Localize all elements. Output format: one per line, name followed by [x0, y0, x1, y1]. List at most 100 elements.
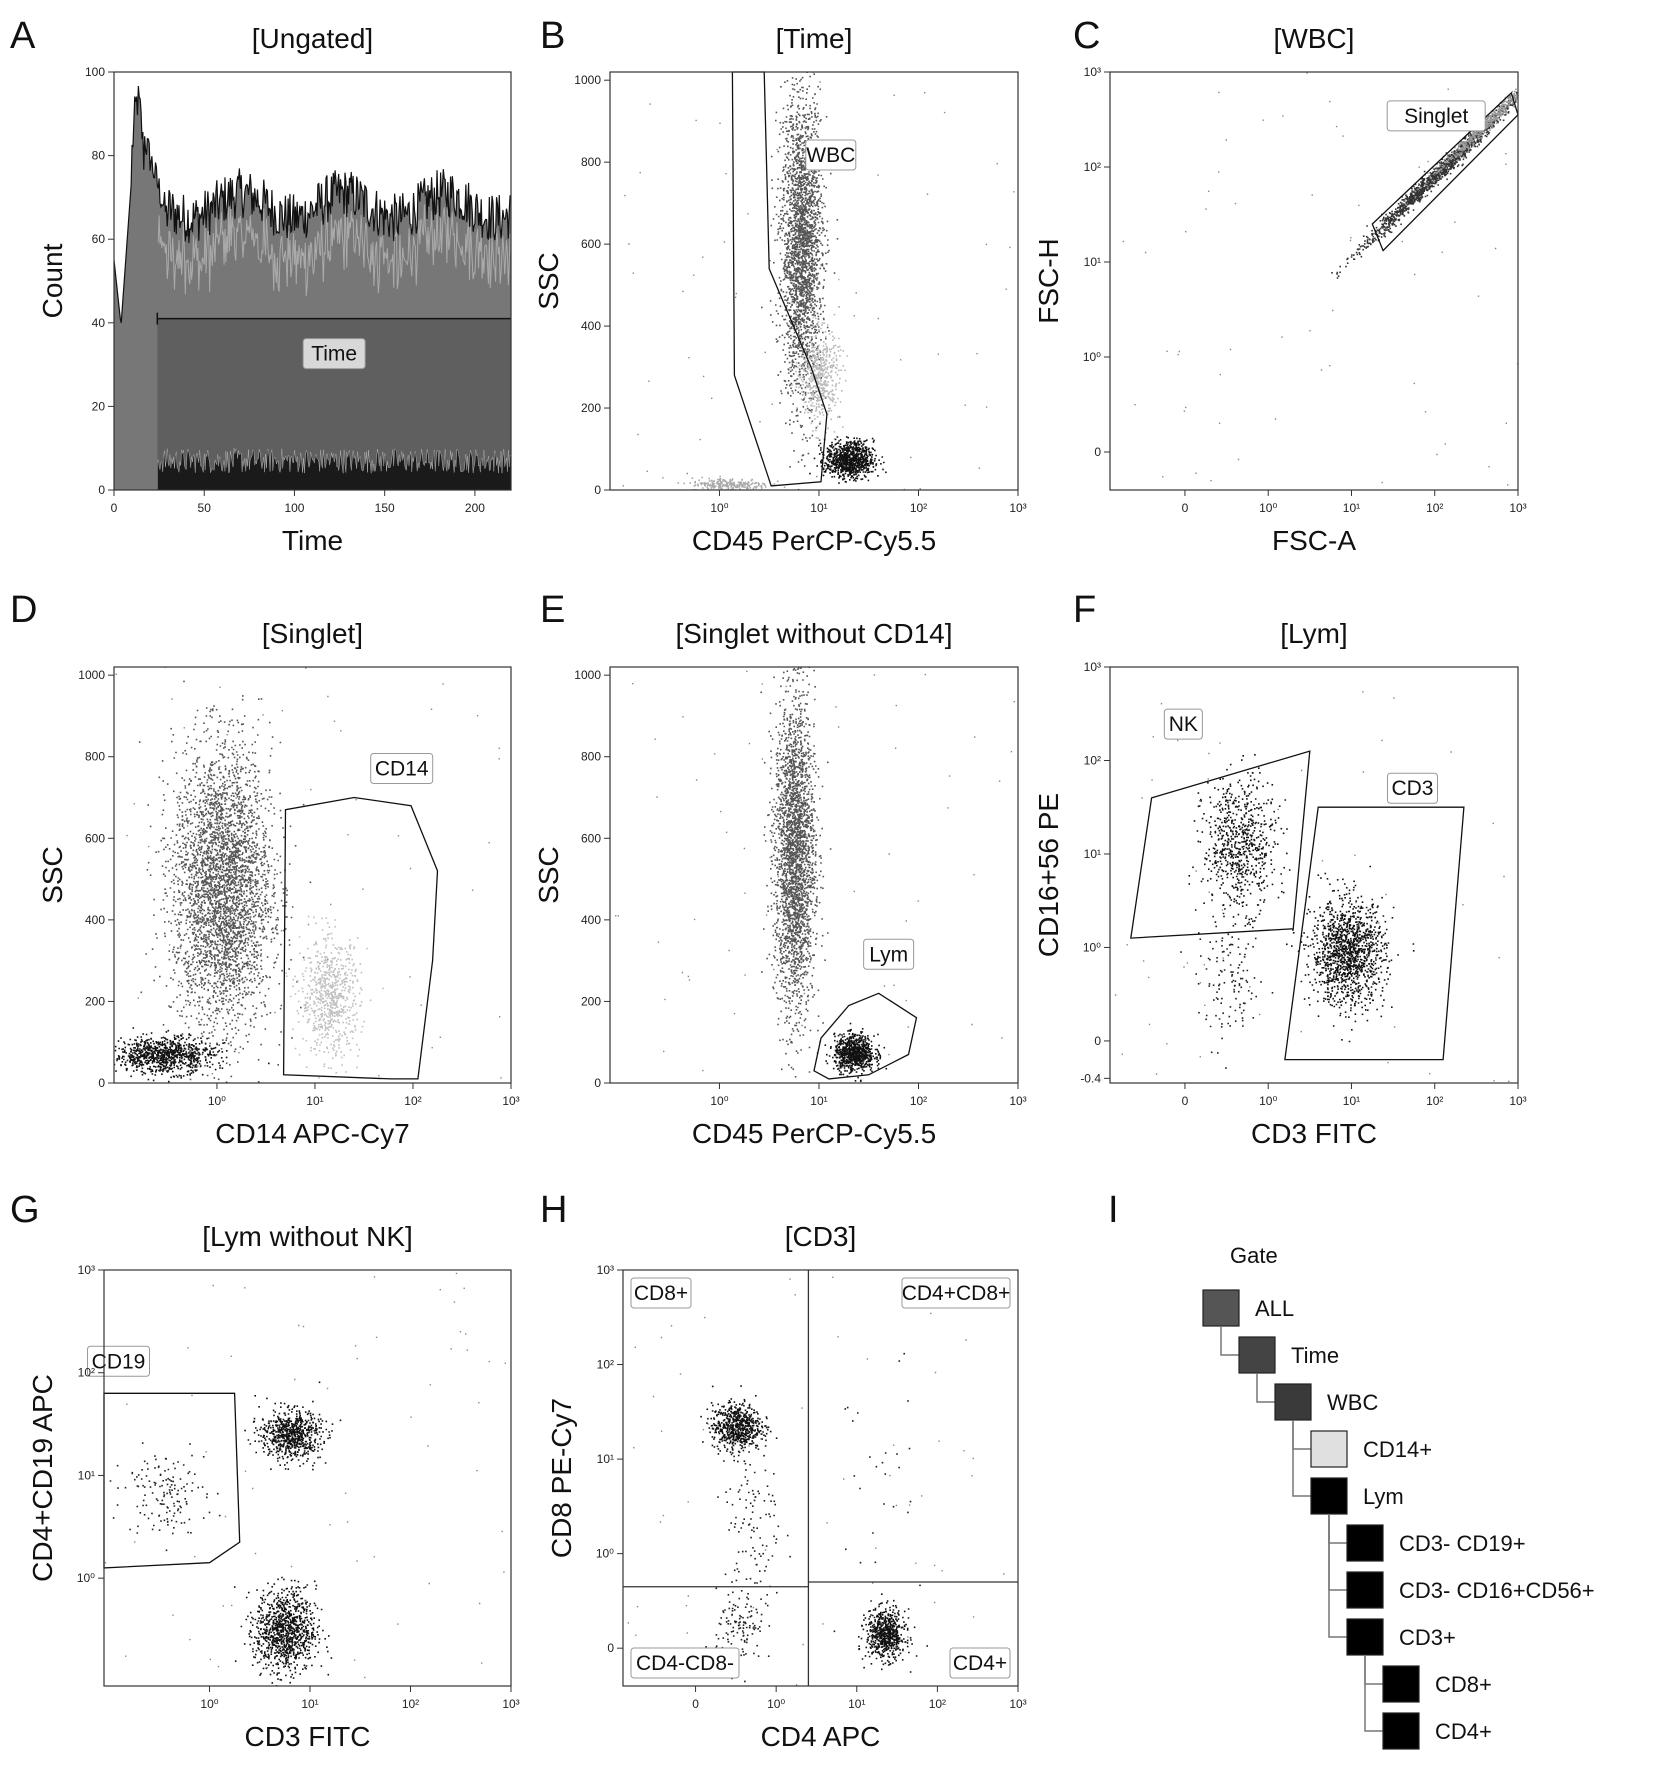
y-tick-label: 10²	[597, 1358, 614, 1372]
x-axis-label: FSC-A	[1272, 525, 1356, 556]
scatter-outliers	[615, 670, 1015, 1072]
y-tick-label: 400	[581, 913, 601, 927]
panel-h: H [CD3] CD4 APC CD8 PE-Cy7 CD8+ CD4+CD8+ CD4-C…	[540, 1189, 1027, 1752]
y-tick-label: 200	[581, 401, 601, 415]
y-axis-label: FSC-H	[1033, 238, 1064, 324]
scatter-cluster	[114, 1027, 270, 1083]
y-axis-label: Count	[37, 243, 68, 318]
panel-title: [WBC]	[1274, 23, 1355, 54]
scatter-cluster	[138, 667, 312, 1083]
plot-frame	[1109, 666, 1519, 1084]
panel-letter: G	[10, 1189, 40, 1231]
y-tick-label: 10⁰	[596, 1547, 614, 1561]
x-axis-label: CD45 PerCP-Cy5.5	[692, 525, 936, 556]
gate-lym	[813, 992, 918, 1080]
x-tick-label: 10¹	[848, 1697, 865, 1711]
panel-title: [Ungated]	[252, 23, 373, 54]
scatter-cluster	[788, 278, 849, 440]
x-tick-label: 0	[692, 1697, 699, 1711]
scatter-cluster	[761, 72, 839, 490]
panel-c: C [WBC] FSC-A FSC-H Singlet 0 10⁰ 10¹ 10² 10³ 0 10⁰…	[1033, 15, 1527, 556]
y-axis-label: SSC	[533, 252, 564, 310]
tree-node-label: CD4+	[1435, 1719, 1492, 1744]
tree-node-label: Time	[1291, 1343, 1339, 1368]
gate-label: CD3	[1391, 777, 1433, 800]
x-tick-label: 0	[111, 501, 118, 515]
tree-node-box	[1310, 1477, 1348, 1515]
y-tick-label: 0	[594, 483, 601, 497]
gate-label: NK	[1169, 713, 1198, 736]
gate-label: WBC	[806, 144, 855, 167]
x-axis-label: CD45 PerCP-Cy5.5	[692, 1118, 936, 1149]
panel-letter: C	[1073, 15, 1100, 57]
y-tick-label: 200	[85, 994, 105, 1008]
scatter-cluster	[1188, 754, 1320, 946]
x-tick-label: 10⁰	[710, 501, 728, 515]
scatter-outliers	[1114, 691, 1510, 1082]
panel-letter: E	[540, 589, 565, 631]
y-tick-label: 10³	[78, 1263, 95, 1277]
y-tick-label: 40	[92, 316, 106, 330]
gate-label-box	[87, 1345, 151, 1377]
y-tick-label: 800	[85, 750, 105, 764]
panel-letter: A	[10, 15, 36, 57]
scatter-cluster	[1180, 912, 1274, 1069]
y-tick-label: 20	[92, 399, 106, 413]
x-tick-label: 100	[284, 501, 304, 515]
y-tick-label: 10³	[1084, 65, 1101, 79]
y-tick-label: 10²	[78, 1366, 95, 1380]
x-axis-label: CD3 FITC	[245, 1721, 371, 1752]
y-tick-label: 400	[85, 913, 105, 927]
panel-title: [Time]	[776, 23, 853, 54]
scatter-cluster	[662, 475, 786, 490]
scatter-cluster	[858, 1593, 928, 1673]
panel-letter: D	[10, 589, 37, 631]
y-tick-label: 10³	[1084, 660, 1101, 674]
y-axis-label: SSC	[37, 846, 68, 904]
gate-label-box	[1386, 100, 1486, 132]
quadrant-label: CD4+	[953, 1652, 1007, 1675]
plot-frame	[113, 666, 512, 1084]
x-tick-label: 10²	[402, 1697, 419, 1711]
tree-node-label: CD8+	[1435, 1672, 1492, 1697]
plot-area	[1122, 72, 1518, 486]
gate-label-box	[863, 938, 915, 970]
panel-letter: I	[1108, 1189, 1119, 1231]
tree-node-label: WBC	[1327, 1390, 1378, 1415]
y-tick-label: 10⁰	[1083, 940, 1101, 954]
y-tick-label: -0.4	[1080, 1071, 1101, 1085]
quadrant-label-box	[630, 1647, 740, 1679]
tree-node-label: ALL	[1255, 1296, 1294, 1321]
tree-connector	[1328, 1514, 1347, 1544]
y-tick-label: 60	[92, 232, 106, 246]
tree-node-label: CD3+	[1399, 1625, 1456, 1650]
y-tick-label: 1000	[574, 668, 601, 682]
gate-label: Lym	[869, 943, 908, 966]
scatter-cluster	[109, 1442, 221, 1552]
scatter-cluster	[285, 915, 384, 1079]
gate-label-box	[1163, 708, 1203, 740]
scatter-cluster	[809, 436, 887, 484]
y-tick-label: 0	[98, 1076, 105, 1090]
panel-title: [CD3]	[785, 1221, 857, 1252]
y-tick-label: 10²	[1084, 753, 1101, 767]
tree-node-label: Lym	[1363, 1484, 1404, 1509]
y-tick-label: 0	[607, 1641, 614, 1655]
scatter-cluster	[1331, 91, 1518, 279]
tree-node-box	[1346, 1524, 1384, 1562]
gate-label: CD14	[375, 758, 429, 781]
gate-label: CD19	[92, 1350, 146, 1373]
gate-label-box	[370, 753, 434, 785]
y-tick-label: 80	[92, 149, 106, 163]
x-tick-label: 10²	[1426, 1094, 1443, 1108]
x-tick-label: 50	[198, 501, 212, 515]
gate-label-box	[805, 139, 857, 171]
plot-area	[615, 667, 1015, 1083]
tree-connector	[1328, 1514, 1347, 1638]
tree-connector	[1328, 1514, 1347, 1591]
quadrant-label-box	[949, 1647, 1011, 1679]
x-tick-label: 10⁰	[1259, 1094, 1277, 1108]
panel-letter: F	[1073, 589, 1096, 631]
plot-area	[104, 1272, 507, 1686]
x-tick-label: 10³	[502, 1094, 519, 1108]
